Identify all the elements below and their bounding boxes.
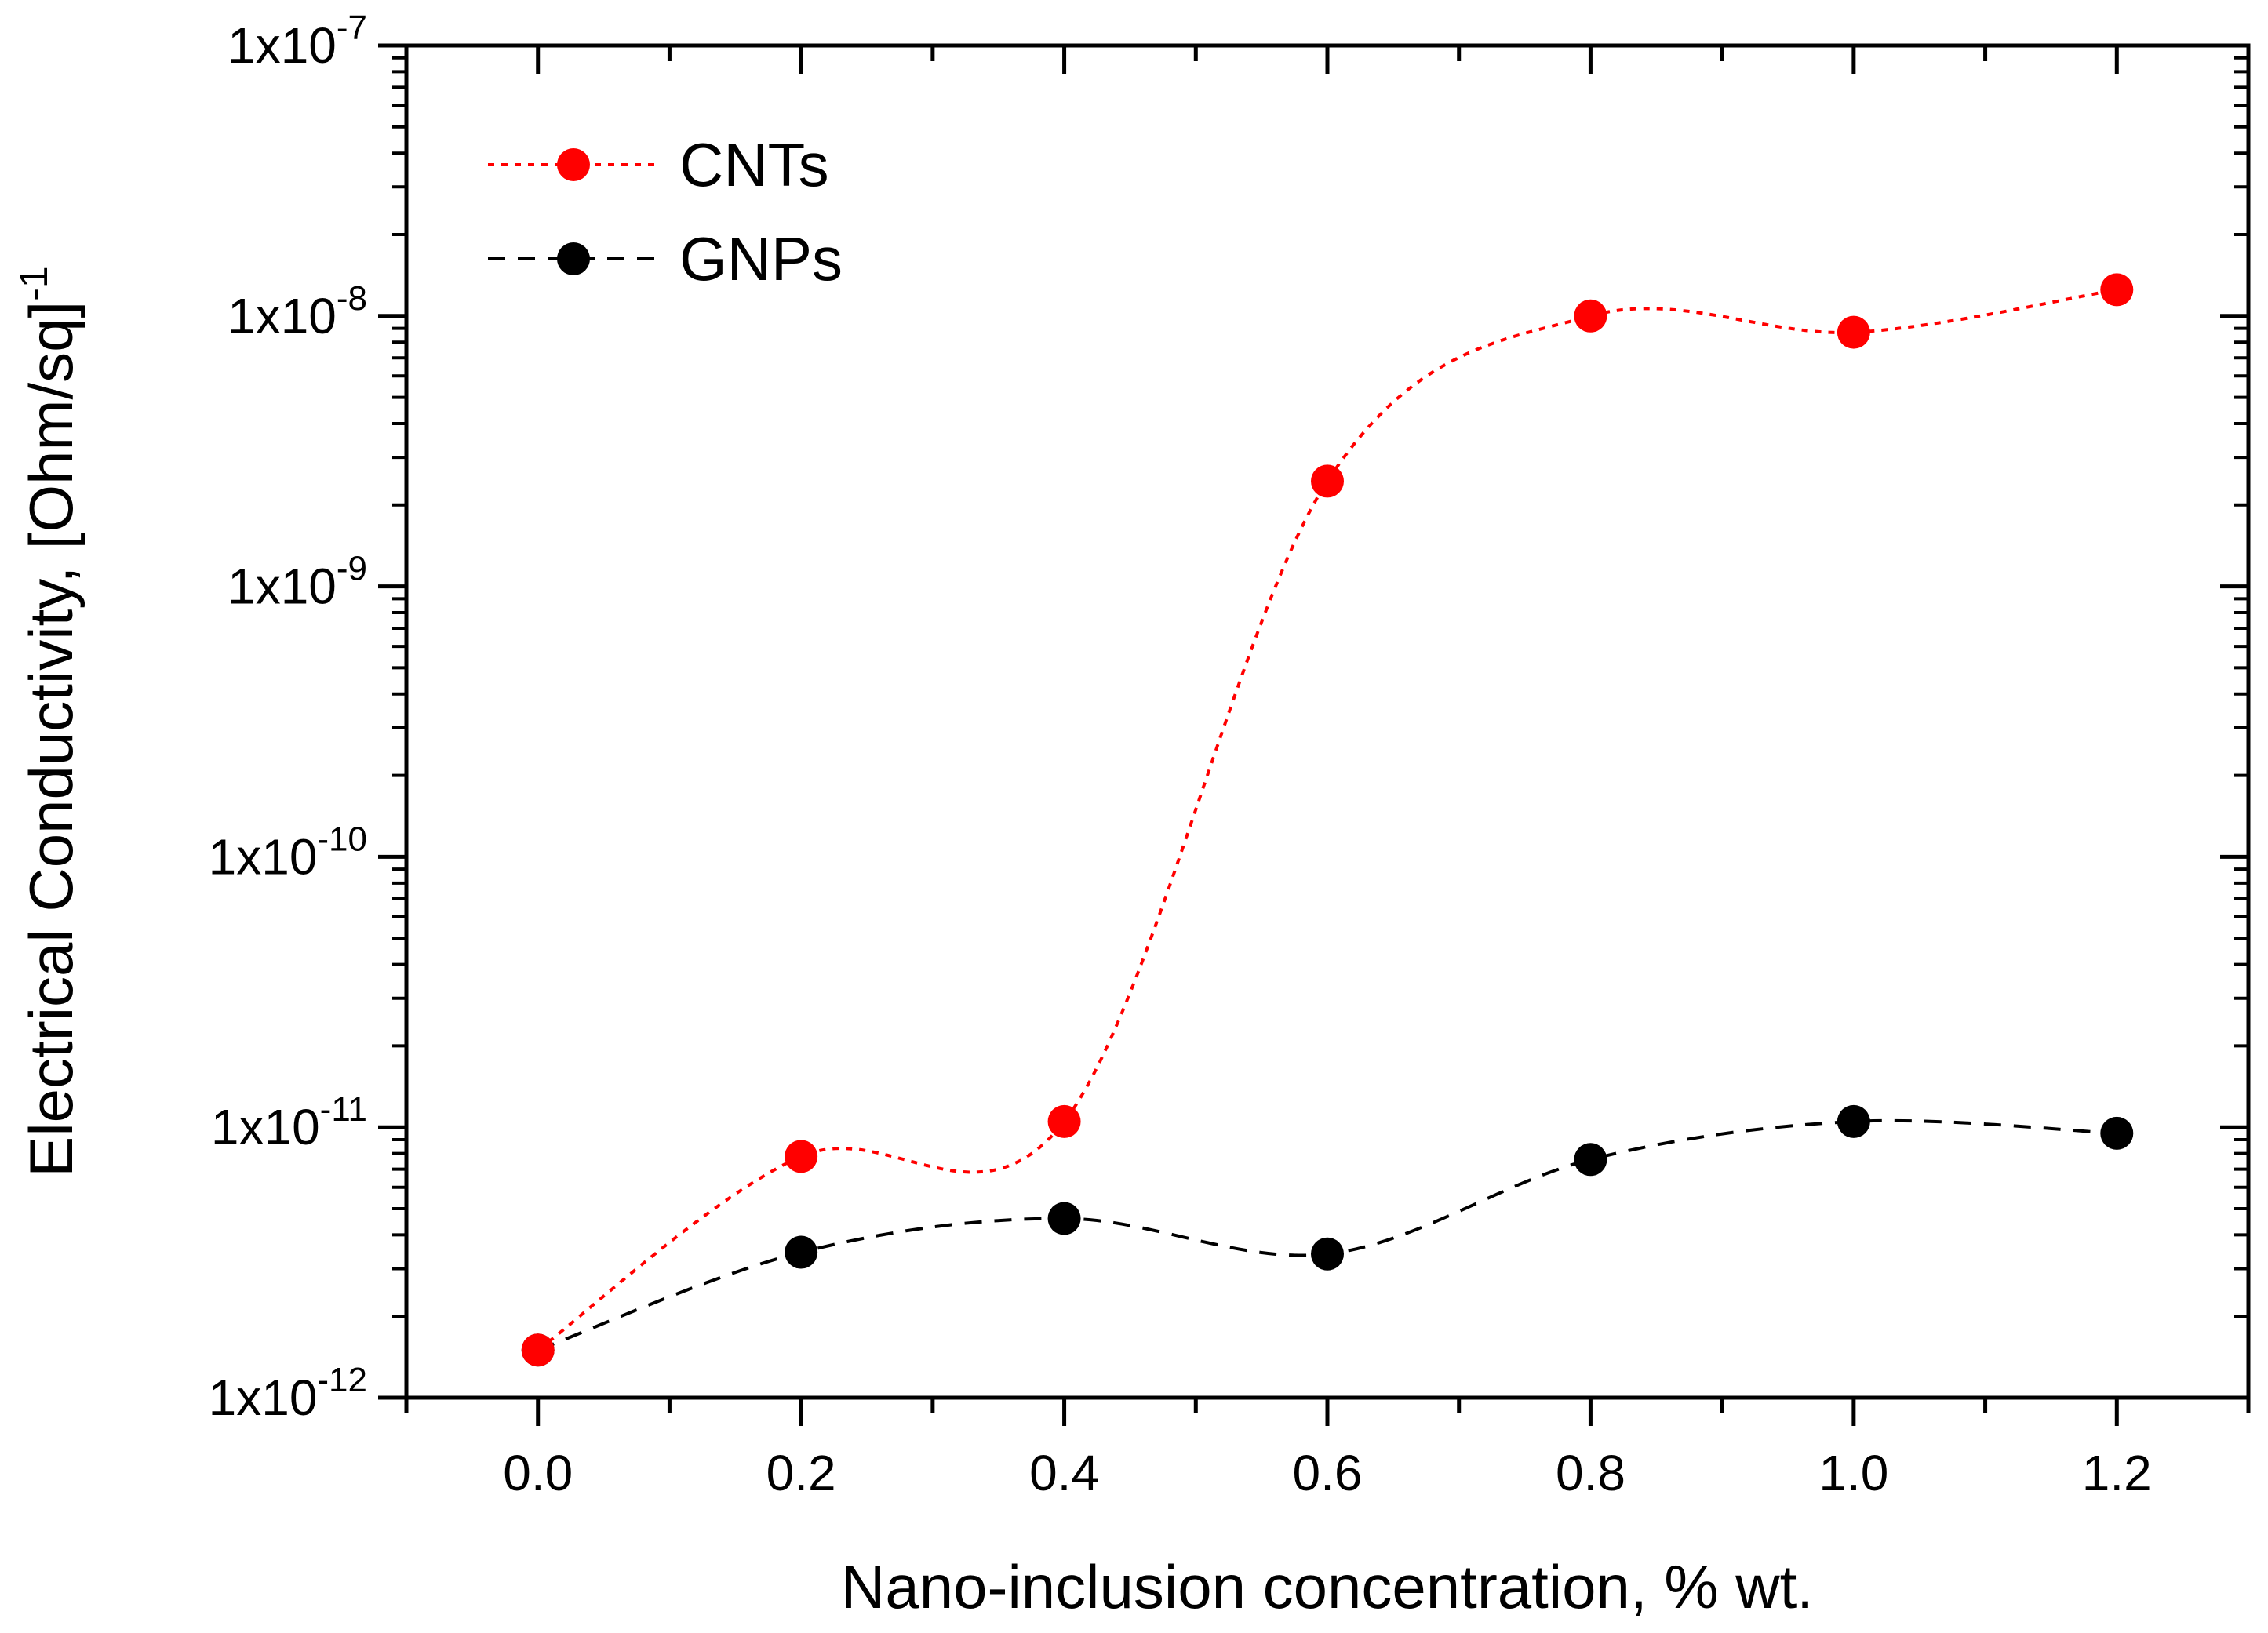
y-tick-label-base: 1x10 — [209, 1369, 318, 1426]
x-tick-label: 1.0 — [1818, 1445, 1888, 1501]
series-markers — [521, 273, 2134, 1367]
plot-frame — [404, 43, 2251, 1400]
x-tick-label: 0.0 — [503, 1445, 573, 1501]
series-line-cnts — [537, 288, 2117, 1351]
data-point-gnps — [785, 1235, 818, 1269]
x-tick-label: 1.2 — [2082, 1445, 2152, 1501]
x-tick-label: 0.4 — [1029, 1445, 1099, 1501]
y-axis-title-text: Electrical Conductivity, [Ohm/sq] — [16, 301, 86, 1177]
y-tick-label-base: 1x10 — [211, 1099, 320, 1155]
y-tick-label-exponent: -10 — [317, 820, 367, 858]
legend-label-gnps: GNPs — [679, 224, 843, 293]
y-tick-label-base: 1x10 — [228, 288, 337, 344]
x-axis-title: Nano-inclusion concentration, % wt. — [841, 1552, 1814, 1621]
y-tick-label-base: 1x10 — [228, 558, 337, 615]
y-tick-label: 1x10-10 — [209, 820, 367, 885]
y-tick-label: 1x10-9 — [228, 550, 367, 615]
data-point-gnps — [1047, 1202, 1081, 1235]
y-tick-label: 1x10-8 — [228, 279, 367, 344]
data-point-cnts — [1574, 299, 1607, 333]
y-tick-label: 1x10-11 — [211, 1090, 367, 1155]
data-point-cnts — [1047, 1104, 1081, 1138]
y-tick-label-exponent: -7 — [337, 9, 367, 47]
data-point-cnts — [2100, 273, 2134, 307]
series-line-gnps — [537, 1118, 2117, 1352]
legend-marker-gnps — [557, 242, 590, 275]
legend: CNTs GNPs — [488, 130, 843, 293]
y-tick-label-base: 1x10 — [209, 828, 318, 885]
data-point-gnps — [1311, 1237, 1344, 1271]
axis-ticks — [378, 43, 2251, 1426]
x-tick-label: 0.6 — [1293, 1445, 1363, 1501]
y-axis-title-superscript: -1 — [12, 266, 56, 300]
legend-label-cnts: CNTs — [679, 130, 829, 199]
data-point-gnps — [2100, 1116, 2134, 1150]
data-point-cnts — [1837, 315, 1870, 349]
data-point-cnts — [785, 1140, 818, 1173]
data-point-gnps — [1574, 1143, 1607, 1177]
y-tick-label: 1x10-12 — [209, 1361, 367, 1426]
y-tick-label-base: 1x10 — [228, 17, 337, 74]
x-tick-labels: 0.0 0.2 0.4 0.6 0.8 1.0 1.2 — [503, 1445, 2152, 1501]
x-tick-label: 0.8 — [1556, 1445, 1625, 1501]
y-tick-label: 1x10-7 — [228, 9, 367, 74]
y-tick-label-exponent: -12 — [317, 1361, 367, 1399]
series-lines — [537, 288, 2117, 1352]
y-tick-label-exponent: -9 — [337, 550, 367, 588]
y-tick-label-exponent: -11 — [320, 1090, 367, 1129]
data-point-cnts — [1311, 464, 1344, 498]
data-point-cnts — [521, 1333, 555, 1367]
x-tick-label: 0.2 — [766, 1445, 836, 1501]
legend-marker-cnts — [557, 148, 590, 181]
data-point-gnps — [1837, 1104, 1870, 1138]
y-tick-label-exponent: -8 — [337, 279, 367, 318]
y-axis-title: Electrical Conductivity, [Ohm/sq]-1 — [12, 266, 86, 1177]
